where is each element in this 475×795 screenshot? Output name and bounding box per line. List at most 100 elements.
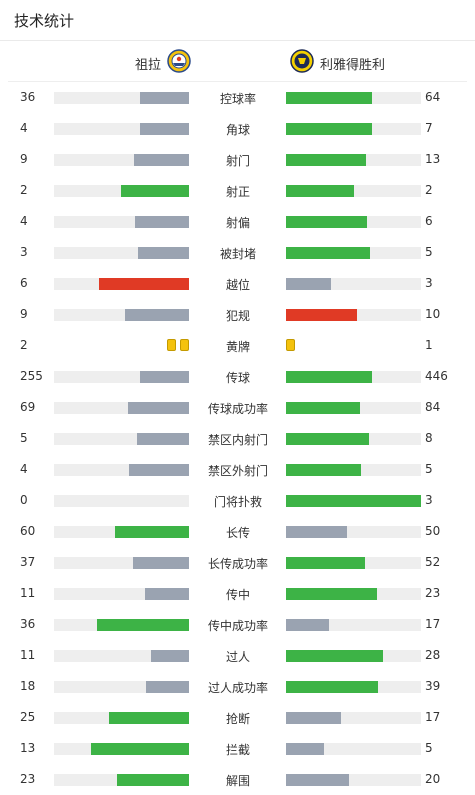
stat-right-bar-track: [286, 526, 421, 538]
stat-left-bar: [109, 712, 189, 724]
stat-left-bar: [97, 619, 189, 631]
stat-right-bar-track: [286, 185, 421, 197]
stat-left-bar-track: [54, 464, 189, 476]
team-right-name: 利雅得胜利: [320, 57, 386, 73]
stat-row: 25 抢断 17: [0, 702, 475, 733]
stat-label: 传球成功率: [207, 402, 268, 416]
header: 技术统计: [0, 0, 475, 41]
stat-right-value: 1: [425, 338, 433, 352]
stat-right-bar: [286, 650, 383, 662]
yellow-card-icon: [286, 339, 295, 351]
stat-left-value: 36: [20, 617, 36, 631]
stat-row: 5 禁区内射门 8: [0, 423, 475, 454]
stat-left-value: 69: [20, 400, 36, 414]
stat-left-bar: [115, 526, 189, 538]
stat-right-bar: [286, 92, 372, 104]
stat-left-bar: [91, 743, 189, 755]
stat-right-value: 52: [425, 555, 441, 569]
stat-left-bar: [125, 309, 189, 321]
stat-left-bar-track: [54, 247, 189, 259]
team-left-name: 祖拉: [134, 57, 161, 73]
stat-right-value: 17: [425, 617, 441, 631]
stat-row: 60 长传 50: [0, 516, 475, 547]
stat-right-bar: [286, 123, 372, 135]
stat-left-bar: [138, 247, 189, 259]
stat-right-bar-track: [286, 371, 421, 383]
stat-label: 拦截: [225, 743, 250, 757]
stat-right-bar: [286, 743, 324, 755]
stat-left-bar-track: [54, 371, 189, 383]
stat-left-bar-track: [54, 743, 189, 755]
stat-label: 解围: [225, 774, 250, 788]
stat-right-value: 5: [425, 462, 433, 476]
stat-left-value: 4: [20, 462, 28, 476]
stat-row: 23 解围 20: [0, 764, 475, 795]
stat-label: 射门: [225, 154, 250, 168]
stat-right-bar: [286, 371, 372, 383]
stat-right-bar: [286, 619, 329, 631]
stat-right-value: 3: [425, 493, 433, 507]
stat-row: 18 过人成功率 39: [0, 671, 475, 702]
stat-left-value: 2: [20, 183, 28, 197]
stat-row: 13 拦截 5: [0, 733, 475, 764]
stat-left-bar: [137, 433, 189, 445]
stat-right-bar-track: [286, 309, 421, 321]
stat-left-bar-track: [54, 650, 189, 662]
stat-row: 0 门将扑救 3: [0, 485, 475, 516]
stat-right-bar: [286, 402, 360, 414]
stat-right-bar: [286, 216, 367, 228]
stat-left-bar: [140, 371, 189, 383]
stat-left-value: 36: [20, 90, 36, 104]
stat-right-value: 28: [425, 648, 441, 662]
stat-left-value: 11: [20, 586, 36, 600]
stat-row: 9 射门 13: [0, 144, 475, 175]
stat-right-bar: [286, 712, 341, 724]
stat-right-bar: [286, 526, 347, 538]
stat-right-bar-track: [286, 774, 421, 786]
stat-label: 禁区内射门: [207, 433, 268, 447]
yellow-cards-left: [167, 339, 189, 351]
stat-label: 越位: [225, 278, 250, 292]
stat-row: 2 黄牌 1: [0, 330, 475, 361]
stat-right-value: 50: [425, 524, 441, 538]
stat-left-bar-track: [54, 123, 189, 135]
stat-right-bar: [286, 247, 370, 259]
team-right[interactable]: 利雅得胜利: [290, 49, 385, 77]
stat-row: 4 禁区外射门 5: [0, 454, 475, 485]
stat-left-bar-track: [54, 216, 189, 228]
stat-row: 36 传中成功率 17: [0, 609, 475, 640]
stat-right-value: 3: [425, 276, 433, 290]
stat-label: 长传成功率: [207, 557, 268, 571]
stat-left-bar-track: [54, 309, 189, 321]
stat-right-bar-track: [286, 433, 421, 445]
stat-row: 4 射偏 6: [0, 206, 475, 237]
stat-left-value: 13: [20, 741, 36, 755]
stat-right-value: 13: [425, 152, 441, 166]
stat-right-bar-track: [286, 216, 421, 228]
page-title: 技术统计: [14, 12, 75, 30]
stat-left-bar: [134, 154, 189, 166]
stat-row: 6 越位 3: [0, 268, 475, 299]
stat-left-bar: [140, 123, 189, 135]
stat-row: 36 控球率 64: [0, 82, 475, 113]
stat-left-value: 4: [20, 214, 28, 228]
stat-left-value: 3: [20, 245, 28, 259]
stat-label: 门将扑救: [213, 495, 262, 509]
stat-right-bar-track: [286, 681, 421, 693]
stat-left-bar-track: [54, 619, 189, 631]
stat-right-bar-track: [286, 557, 421, 569]
stat-right-bar: [286, 154, 366, 166]
stat-right-value: 20: [425, 772, 441, 786]
stat-row: 11 过人 28: [0, 640, 475, 671]
stat-right-bar: [286, 495, 421, 507]
stat-right-bar: [286, 774, 349, 786]
team-left[interactable]: 祖拉: [135, 49, 191, 77]
stat-right-bar: [286, 681, 378, 693]
stat-right-bar-track: [286, 247, 421, 259]
stat-left-bar-track: [54, 526, 189, 538]
stat-right-value: 6: [425, 214, 433, 228]
stat-left-value: 0: [20, 493, 28, 507]
stat-right-bar-track: [286, 92, 421, 104]
stat-right-bar: [286, 278, 331, 290]
stat-right-value: 5: [425, 245, 433, 259]
